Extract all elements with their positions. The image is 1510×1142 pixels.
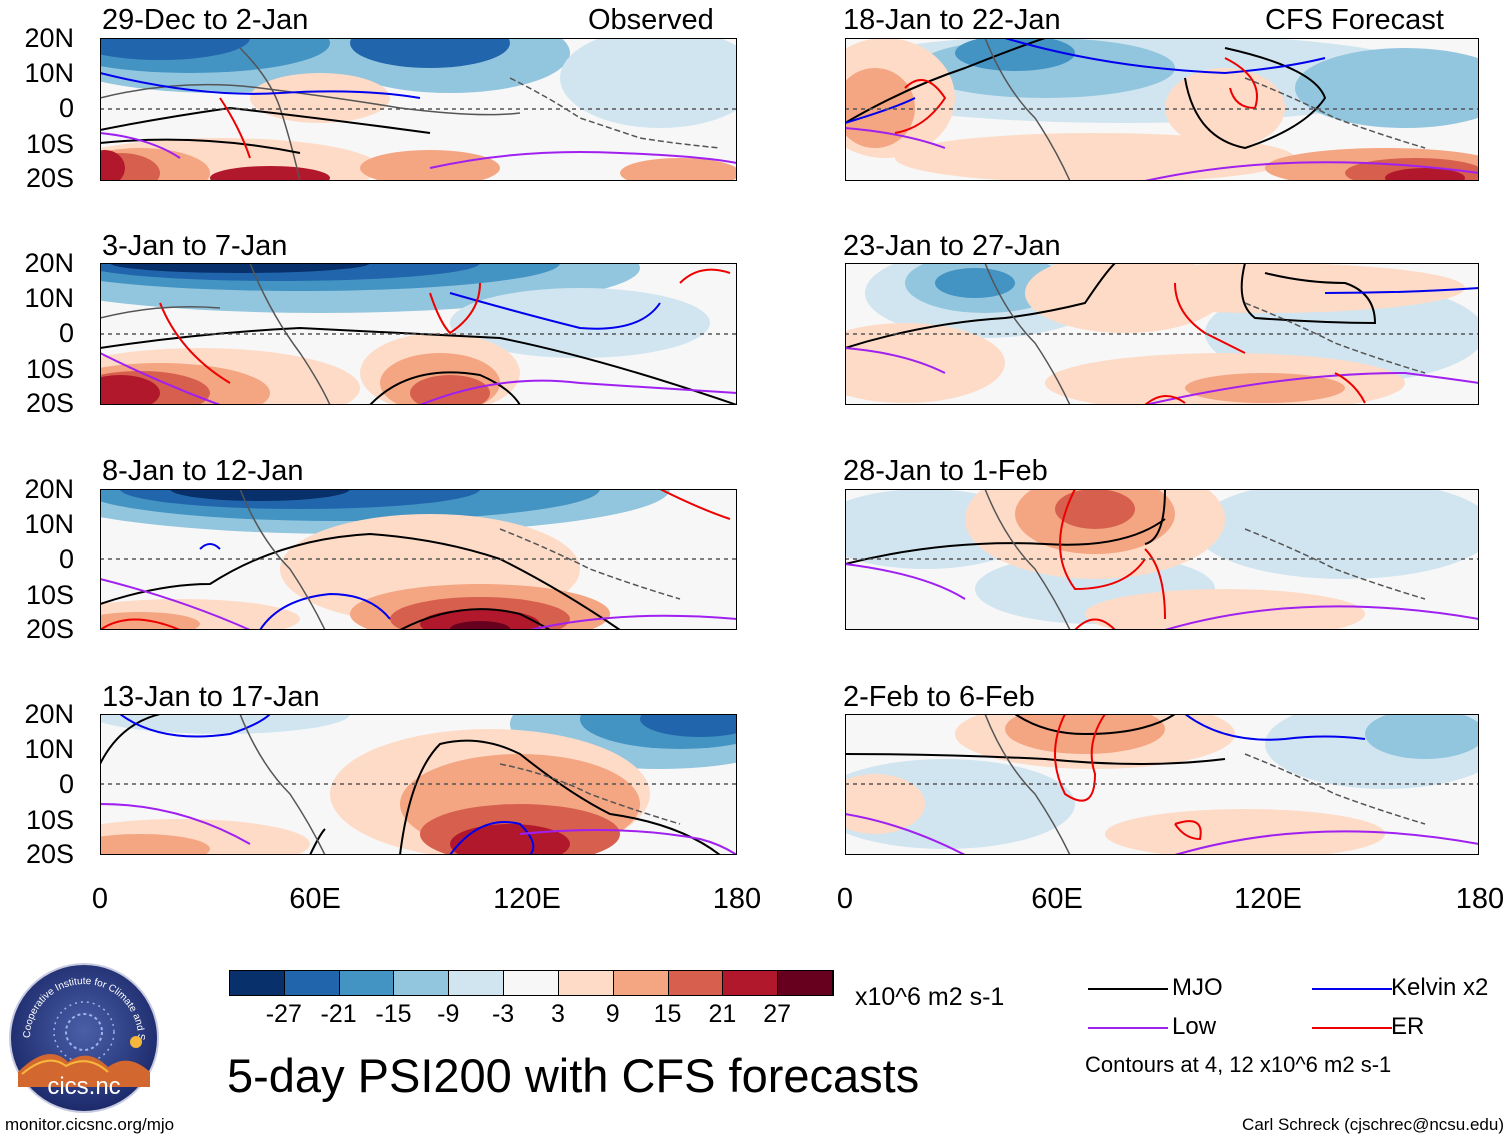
lon-label-right-180: 180 — [1455, 883, 1505, 915]
colorbar-units: x10^6 m2 s-1 — [855, 983, 1005, 1011]
lat-label: 20S — [25, 614, 74, 644]
observed-header: Observed — [588, 4, 714, 36]
map-panel-r3 — [845, 489, 1479, 630]
lat-label: 0 — [58, 769, 74, 799]
lat-label: 20N — [24, 699, 74, 729]
lat-label: 0 — [58, 318, 74, 348]
colorbar-tick-label: 9 — [605, 1000, 620, 1028]
colorbar-tick-label: -3 — [491, 1000, 515, 1028]
lat-label: 20S — [25, 388, 74, 418]
lon-label-left-180: 180 — [712, 883, 762, 915]
colorbar-tick-label: 3 — [550, 1000, 565, 1028]
map-panel-r2 — [845, 263, 1479, 405]
colorbar-tick-label: -27 — [265, 1000, 302, 1028]
colorbar-tick-label: -15 — [375, 1000, 412, 1028]
credit-text: Carl Schreck (cjschrec@ncsu.edu) — [1242, 1115, 1504, 1134]
colorbar-swatch — [284, 971, 340, 995]
lon-label-right-0: 0 — [836, 883, 854, 915]
colorbar-swatch — [723, 971, 779, 995]
panel-title-r1: 18-Jan to 22-Jan — [843, 4, 1061, 36]
map-panel-l3 — [100, 489, 737, 630]
map-panel-r1 — [845, 38, 1479, 181]
colorbar-swatch — [778, 971, 833, 995]
lon-label-right-60e: 60E — [1031, 883, 1083, 915]
panel-title-l4: 13-Jan to 17-Jan — [102, 681, 320, 713]
map-panel-l2 — [100, 263, 737, 405]
lat-label: 20N — [24, 23, 74, 53]
lat-label: 10S — [25, 354, 74, 384]
map-panel-r4 — [845, 714, 1479, 855]
legend-line-low — [1088, 1027, 1168, 1029]
legend-contour-note: Contours at 4, 12 x10^6 m2 s-1 — [1085, 1052, 1392, 1077]
panel-title-l3: 8-Jan to 12-Jan — [102, 455, 304, 487]
colorbar-swatch — [668, 971, 724, 995]
lon-label-right-120e: 120E — [1234, 883, 1302, 915]
lat-label: 10N — [24, 283, 74, 313]
lat-label: 10S — [25, 805, 74, 835]
legend-line-mjo — [1088, 988, 1168, 990]
panel-title-r3: 28-Jan to 1-Feb — [843, 455, 1048, 487]
colorbar-swatch — [339, 971, 395, 995]
lat-label: 10S — [25, 580, 74, 610]
colorbar-tick-label: -9 — [437, 1000, 460, 1028]
colorbar-tick-label: 21 — [708, 1000, 737, 1028]
website-link[interactable]: monitor.cicsnc.org/mjo — [5, 1115, 175, 1134]
map-panel-l1 — [100, 38, 737, 181]
colorbar-tick-label: 27 — [763, 1000, 792, 1028]
legend-label-mjo: MJO — [1172, 974, 1223, 1001]
lat-label: 10N — [24, 58, 74, 88]
lat-label: 20N — [24, 474, 74, 504]
colorbar-swatch — [394, 971, 450, 995]
colorbar-tick-label: -21 — [320, 1000, 357, 1028]
lat-label: 20S — [25, 163, 74, 193]
logo-text: cics.nc — [47, 1073, 120, 1100]
lat-label: 0 — [58, 93, 74, 123]
colorbar-swatch — [230, 971, 285, 995]
map-panel-l4 — [100, 714, 737, 855]
lat-label: 20S — [25, 839, 74, 869]
legend-label-low: Low — [1172, 1013, 1217, 1040]
lon-label-left-60e: 60E — [289, 883, 341, 915]
cfs-forecast-header: CFS Forecast — [1265, 4, 1444, 36]
legend-label-er: ER — [1391, 1013, 1425, 1040]
lat-label: 10S — [25, 129, 74, 159]
legend-line-kelvin — [1312, 988, 1392, 990]
legend-line-er — [1312, 1027, 1392, 1029]
panel-title-r4: 2-Feb to 6-Feb — [843, 681, 1035, 713]
lat-label: 10N — [24, 734, 74, 764]
colorbar — [229, 970, 834, 996]
lat-label: 0 — [58, 544, 74, 574]
cics-logo: Cooperative Institute for Climate and Sa… — [8, 962, 159, 1113]
lat-label: 10N — [24, 509, 74, 539]
lon-label-left-0: 0 — [91, 883, 109, 915]
panel-title-l1: 29-Dec to 2-Jan — [102, 4, 309, 36]
lat-label: 20N — [24, 248, 74, 278]
lon-label-left-120e: 120E — [493, 883, 561, 915]
colorbar-swatch — [558, 971, 614, 995]
colorbar-swatch — [449, 971, 505, 995]
legend-label-kelvin: Kelvin x2 — [1391, 974, 1489, 1001]
colorbar-swatch — [504, 971, 559, 995]
panel-title-l2: 3-Jan to 7-Jan — [102, 230, 288, 262]
colorbar-swatch — [613, 971, 669, 995]
colorbar-tick-label: 15 — [653, 1000, 682, 1028]
panel-title-r2: 23-Jan to 27-Jan — [843, 230, 1061, 262]
figure-title: 5-day PSI200 with CFS forecasts — [227, 1049, 920, 1102]
